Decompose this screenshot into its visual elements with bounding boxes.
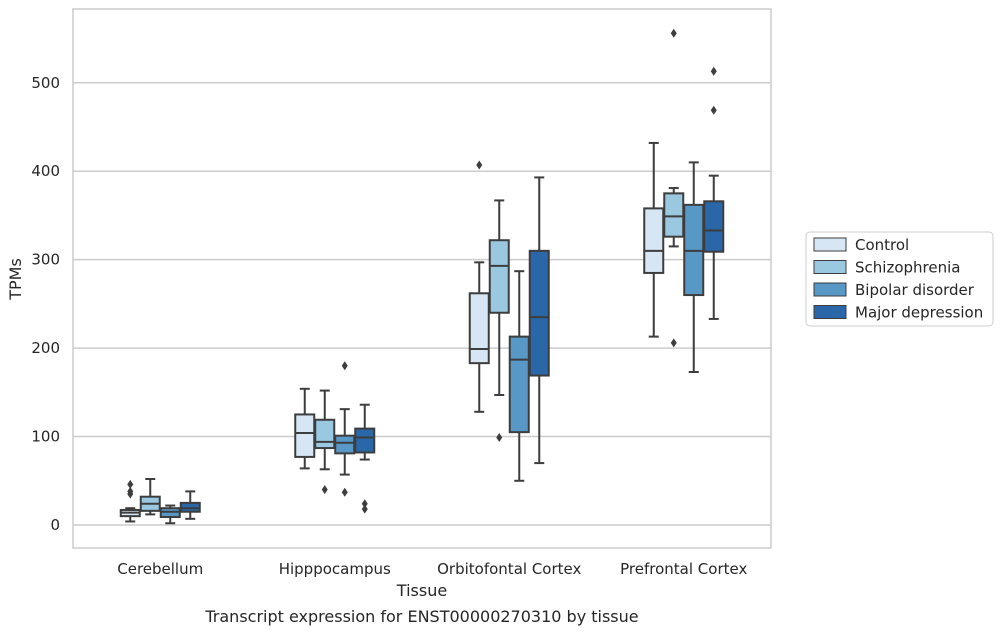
x-tick-label: Orbitofontal Cortex (437, 560, 581, 578)
box-group (294, 387, 316, 470)
y-tick-label: 100 (31, 428, 60, 446)
box-body (468, 292, 490, 365)
box-body (663, 192, 685, 238)
outlier-point (127, 486, 134, 496)
x-tick-label: Cerebellum (117, 560, 203, 578)
box-group (179, 490, 201, 520)
box-body (334, 434, 356, 455)
x-tick-labels: Cerebellum Hipppocampus Orbitofontal Corte… (117, 560, 747, 578)
box-group (354, 403, 376, 514)
legend-label: Schizophrenia (855, 259, 960, 277)
x-tick-label: Prefrontal Cortex (620, 560, 747, 578)
outlier-point (496, 432, 503, 442)
box-group (508, 270, 530, 482)
box-group (468, 160, 490, 413)
box-group (334, 361, 356, 497)
box-group (488, 199, 510, 442)
legend-swatch (813, 282, 847, 297)
y-axis-label: TPMs (6, 258, 25, 301)
box-body (508, 335, 530, 434)
outlier-point (710, 66, 717, 76)
legend-label: Bipolar disorder (855, 281, 975, 299)
outlier-point (361, 504, 368, 514)
box-group (159, 504, 181, 525)
legend-swatch (813, 260, 847, 274)
legend-label: Control (855, 236, 909, 254)
legend-frame (805, 231, 994, 327)
outlier-point (670, 338, 677, 348)
legend-swatch (813, 237, 847, 252)
y-tick-label: 200 (31, 339, 60, 357)
box-body (294, 413, 316, 458)
box-group (314, 389, 336, 495)
box-body (488, 239, 510, 314)
outlier-point (670, 28, 677, 38)
legend-swatch (813, 305, 847, 319)
box-group (643, 141, 665, 338)
outlier-point (341, 361, 348, 371)
boxes-layer (119, 28, 725, 525)
box-body (354, 427, 376, 454)
box-body (643, 207, 665, 274)
y-tick-label: 400 (31, 162, 60, 180)
y-tick-label: 0 (50, 516, 60, 534)
box-body (703, 200, 725, 253)
legend: Control Schizophrenia Bipolar disorder Majo… (805, 231, 994, 327)
x-tick-label: Hipppocampus (279, 560, 391, 578)
outlier-point (361, 499, 368, 509)
outlier-point (321, 485, 328, 495)
box-body (314, 418, 336, 450)
legend-label: Major depression (855, 304, 983, 322)
box-group (139, 478, 161, 516)
x-axis-label: Tissue (396, 581, 447, 600)
y-tick-label: 500 (31, 74, 60, 92)
box-group (703, 66, 725, 320)
gridlines (73, 82, 771, 526)
box-body (528, 249, 550, 377)
chart-caption: Transcript expression for ENST0000027031… (204, 607, 638, 626)
box-group (119, 479, 141, 523)
y-tick-label: 300 (31, 251, 60, 269)
outlier-point (710, 105, 717, 115)
outlier-point (341, 487, 348, 497)
plot-background (72, 8, 772, 549)
outlier-point (127, 479, 134, 489)
outlier-point (476, 160, 483, 170)
box-group (528, 176, 550, 465)
y-tick-labels: 0 100 200 300 400 500 (31, 74, 60, 534)
